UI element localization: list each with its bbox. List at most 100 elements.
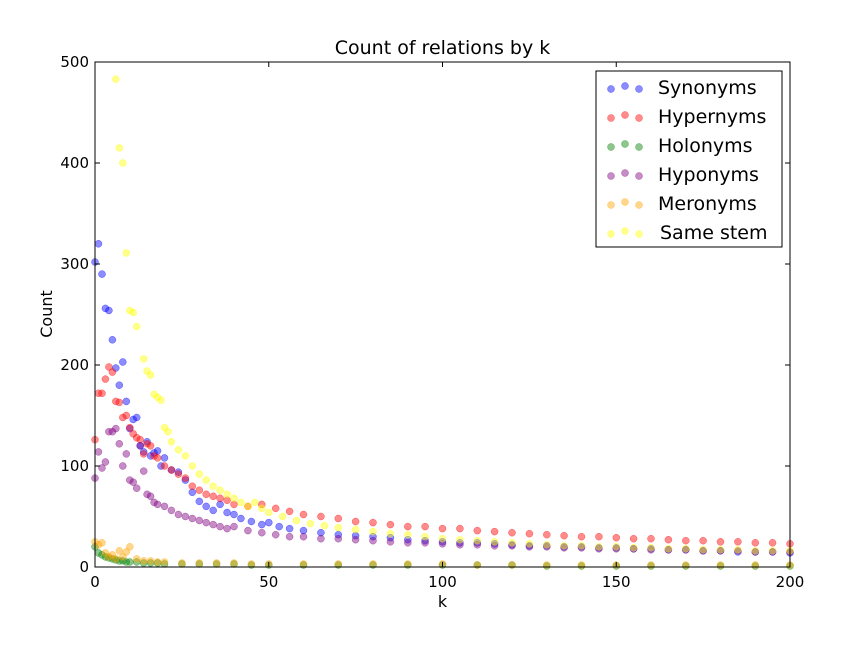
point-synonyms <box>299 526 308 535</box>
point-hyponyms <box>195 516 204 525</box>
point-meronyms <box>369 560 377 568</box>
point-synonyms <box>202 502 210 511</box>
point-hypernyms <box>139 450 148 458</box>
legend-markers <box>607 82 643 238</box>
point-same-stem <box>251 498 259 507</box>
point-same-stem <box>244 502 252 511</box>
point-hyponyms <box>647 546 655 554</box>
point-same-stem <box>209 482 217 490</box>
point-hypernyms <box>647 534 655 543</box>
point-hypernyms <box>132 433 141 442</box>
point-meronyms <box>178 559 186 567</box>
y-tick-label: 200 <box>60 356 89 374</box>
point-same-stem <box>195 470 204 478</box>
point-same-stem <box>421 532 429 541</box>
point-synonyms <box>473 539 482 547</box>
point-meronyms <box>153 558 162 566</box>
point-synonyms <box>317 528 325 537</box>
point-same-stem <box>129 308 137 317</box>
point-same-stem <box>278 512 287 521</box>
y-tick-labels: 0 100 200 300 400 500 <box>60 53 89 576</box>
legend-marker-hyponyms <box>621 169 629 177</box>
point-same-stem <box>146 371 155 379</box>
point-synonyms <box>223 508 231 517</box>
point-hyponyms <box>351 535 360 544</box>
x-tick-labels: 0 50 100 150 200 <box>90 573 804 591</box>
x-tick-label: 200 <box>776 573 805 591</box>
legend-label-meronyms: Meronyms <box>658 193 757 215</box>
point-hyponyms <box>139 467 148 475</box>
point-hypernyms <box>174 470 183 478</box>
point-hyponyms <box>386 538 395 546</box>
point-meronyms <box>230 559 238 567</box>
point-hyponyms <box>188 514 197 523</box>
point-same-stem <box>560 542 568 550</box>
point-meronyms <box>299 560 308 568</box>
point-same-stem <box>334 523 343 532</box>
point-hypernyms <box>299 510 308 519</box>
legend-marker-hypernyms <box>635 114 643 122</box>
point-same-stem <box>174 446 183 454</box>
point-hyponyms <box>244 526 252 535</box>
point-hyponyms <box>258 528 266 537</box>
point-hypernyms <box>699 536 707 545</box>
point-synonyms <box>101 304 110 313</box>
point-hypernyms <box>543 530 551 539</box>
y-tick-label: 500 <box>60 53 89 71</box>
point-hypernyms <box>119 413 127 422</box>
point-hyponyms <box>209 520 217 529</box>
x-tick-label: 50 <box>259 573 278 591</box>
point-hypernyms <box>317 512 325 521</box>
point-same-stem <box>306 519 315 528</box>
point-same-stem <box>139 355 148 363</box>
point-hypernyms <box>421 522 429 531</box>
point-hyponyms <box>595 545 603 553</box>
point-hypernyms <box>334 514 343 523</box>
point-same-stem <box>351 525 360 534</box>
point-same-stem <box>386 529 395 538</box>
point-same-stem <box>664 545 673 553</box>
legend-marker-meronyms <box>607 201 615 209</box>
point-same-stem <box>508 539 516 547</box>
point-same-stem <box>490 538 499 546</box>
point-hypernyms <box>136 435 144 444</box>
point-meronyms <box>132 555 141 563</box>
x-tick-label: 0 <box>90 573 100 591</box>
point-same-stem <box>320 521 329 530</box>
legend-marker-holonyms <box>607 143 615 151</box>
point-synonyms <box>98 270 106 278</box>
y-axis-label: Count <box>37 290 56 338</box>
point-hypernyms <box>734 538 742 546</box>
point-hypernyms <box>146 442 155 450</box>
point-hyponyms <box>115 440 124 448</box>
point-hyponyms <box>404 539 412 547</box>
point-hypernyms <box>153 454 162 462</box>
point-hyponyms <box>223 524 231 533</box>
point-hyponyms <box>136 442 144 450</box>
point-meronyms <box>112 555 120 563</box>
y-tick-label: 400 <box>60 154 89 172</box>
point-synonyms <box>386 533 395 542</box>
point-hypernyms <box>143 440 151 448</box>
y-tick-label: 0 <box>79 558 89 576</box>
point-hypernyms <box>768 539 777 547</box>
x-tick-label: 100 <box>428 573 457 591</box>
point-holonyms <box>126 558 134 566</box>
point-hyponyms <box>112 424 120 433</box>
point-same-stem <box>699 546 707 554</box>
point-synonyms <box>421 536 429 545</box>
point-same-stem <box>716 546 725 554</box>
point-synonyms <box>285 524 294 533</box>
point-synonyms <box>160 454 169 462</box>
point-hypernyms <box>629 534 638 543</box>
point-synonyms <box>265 518 273 527</box>
legend-marker-hypernyms <box>621 111 629 119</box>
legend-marker-synonyms <box>607 85 615 93</box>
point-hyponyms <box>202 518 210 527</box>
point-meronyms <box>122 548 131 556</box>
point-meronyms <box>195 559 204 567</box>
point-hypernyms <box>351 517 360 526</box>
point-meronyms <box>334 560 343 568</box>
legend-label-hypernyms: Hypernyms <box>658 106 766 128</box>
point-same-stem <box>202 476 210 484</box>
